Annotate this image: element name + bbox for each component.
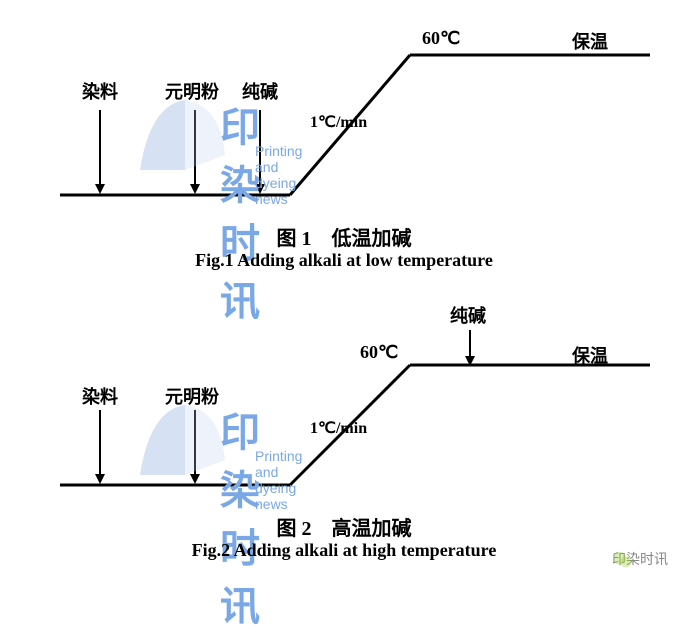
fig1-rate-label: 1℃/min xyxy=(310,112,367,132)
figure-2-panel: 染料 元明粉 纯碱 60℃ 保温 1℃/min 印染时讯 Printing an… xyxy=(0,290,688,579)
fig2-hold-label: 保温 xyxy=(572,342,608,368)
fig1-temp-label: 60℃ xyxy=(422,28,460,49)
fig2-caption-en: Fig.2 Adding alkali at high temperature xyxy=(0,540,688,561)
fig2-dye-label: 染料 xyxy=(82,383,118,409)
fig2-alkali-label: 纯碱 xyxy=(450,302,486,328)
fig1-dye-label: 染料 xyxy=(82,78,118,104)
figure-1-panel: 染料 元明粉 纯碱 60℃ 保温 1℃/min 印染时讯 Printing an… xyxy=(0,0,688,290)
footer: 印染时讯 xyxy=(612,549,668,569)
figure-2-svg xyxy=(0,290,688,530)
fig2-caption-cn: 图 2 高温加碱 xyxy=(0,512,688,541)
fig2-salt-label: 元明粉 xyxy=(165,383,219,409)
wechat-icon xyxy=(612,549,634,571)
fig2-rate-label: 1℃/min xyxy=(310,418,367,438)
fig1-hold-label: 保温 xyxy=(572,28,608,54)
fig1-caption-cn: 图 1 低温加碱 xyxy=(0,222,688,251)
fig2-temp-label: 60℃ xyxy=(360,342,398,363)
fig1-salt-label: 元明粉 xyxy=(165,78,219,104)
fig1-alkali-label: 纯碱 xyxy=(242,78,278,104)
fig1-caption-en: Fig.1 Adding alkali at low temperature xyxy=(0,250,688,271)
